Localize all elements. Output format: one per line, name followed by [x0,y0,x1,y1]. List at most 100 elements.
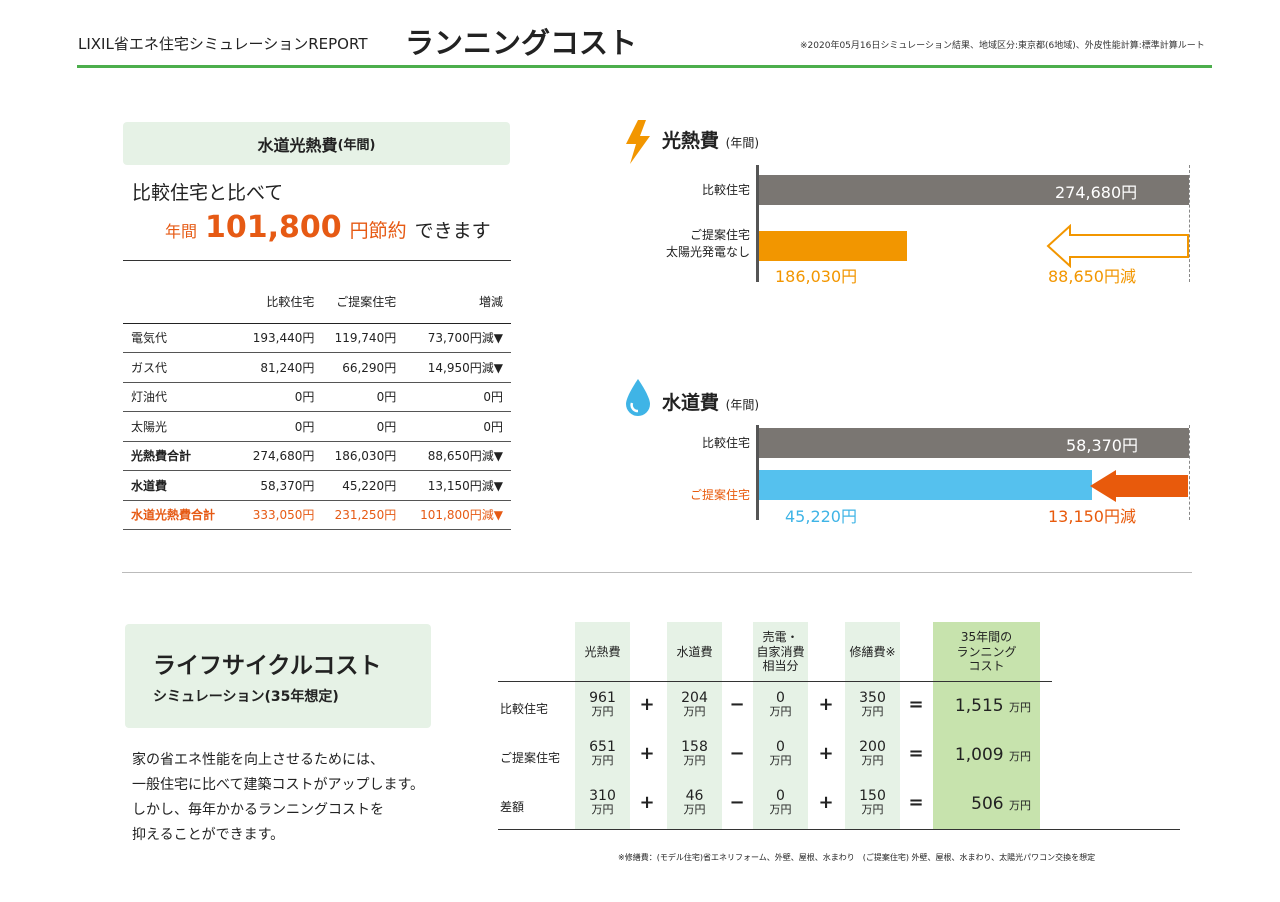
operator-sign: + [639,792,655,813]
row-label: 比較住宅 [500,702,549,716]
water-title-sub: (年間) [725,398,760,412]
cost-value: 200 [859,739,886,755]
operator-sign: + [818,694,834,715]
savings-unit: 円節約 [349,220,407,242]
energy-chart-title: 光熱費 (年間) [662,126,759,153]
total-unit: 万円 [1009,750,1031,763]
cost-unit: 万円 [591,803,614,817]
table-cell: 0円 [322,382,405,412]
cost-unit: 万円 [683,803,706,817]
cost-cell: 200 万円 [845,739,900,768]
column-header: 水道費 [676,644,713,659]
table-cell: 太陽光 [123,411,241,442]
total-unit: 万円 [1009,701,1031,714]
operator-sign: = [908,792,924,813]
savings-suffix: できます [414,220,491,242]
cost-value: 150 [859,788,886,804]
table-cell: 0円 [322,411,405,442]
energy-title-text: 光熱費 [662,130,720,152]
column-shade [667,622,722,830]
cost-unit: 万円 [683,754,706,768]
savings-year: 年間 [165,222,198,241]
operator-sign: + [639,694,655,715]
table-cell: 333,050円 [240,500,323,530]
table-cell: 101,800円減▼ [404,500,511,530]
summary-title: 水道光熱費 [257,135,338,155]
cost-unit: 万円 [861,803,884,817]
column-header: 修繕費※ [849,644,896,659]
table-cell: 0円 [404,411,511,442]
total-cell: 506 万円 [935,794,1031,814]
summary-subtitle: (年間) [337,138,376,153]
header-divider [77,65,1212,68]
cost-value: 0 [776,739,785,755]
cost-cell: 310 万円 [575,788,630,817]
total-unit: 万円 [1009,799,1031,812]
table-cell: 81,240円 [240,352,323,383]
table-cell: 231,250円 [322,500,405,530]
column-shade [575,622,630,830]
desc-line: 家の省エネ性能を向上させるためには、 [132,752,384,768]
cost-value: 310 [589,788,616,804]
cost-unit: 万円 [591,754,614,768]
total-value: 506 [971,794,1004,814]
water-chart-title: 水道費 (年間) [662,388,759,415]
table-cell: 光熱費合計 [123,441,241,471]
water-reduction-arrow-icon [1090,470,1188,502]
energy-compare-value: 274,680円 [1055,183,1138,202]
cost-value: 651 [589,739,616,755]
table-cell: ガス代 [123,352,241,383]
table-cell: 45,220円 [322,470,405,501]
summary-savings: 年間 101,800 円節約 できます [165,210,491,245]
energy-proposal-label-2: 太陽光発電なし [665,244,750,259]
col-header: 比較住宅 [240,280,323,324]
summary-lead: 比較住宅と比べて [132,182,284,204]
lifecycle-footnote: ※修繕費：(モデル住宅)省エネリフォーム、外壁、屋根、水まわり (ご提案住宅) … [618,853,1096,862]
water-reduction-value: 13,150円減 [1048,507,1136,526]
water-compare-label: 比較住宅 [701,436,750,450]
cost-unit: 万円 [861,754,884,768]
table-cell: 0円 [240,382,323,412]
water-ref-line [1189,425,1190,520]
summary-divider [123,260,511,261]
lifecycle-title-box: ライフサイクルコスト シミュレーション(35年想定) [125,624,431,728]
simulation-note: ※2020年05月16日シミュレーション結果、地域区分:東京都(6地域)、外皮性… [800,41,1205,51]
operator-sign: = [908,743,924,764]
energy-proposal-value: 186,030円 [775,267,858,286]
cost-cell: 204 万円 [667,690,722,719]
column-header: 売電・ 自家消費 相当分 [756,630,805,674]
water-drop-icon [626,379,650,416]
cost-cell: 0 万円 [753,690,808,719]
cost-unit: 万円 [591,705,614,719]
cost-value: 961 [589,690,616,706]
lifecycle-header-line [498,681,1052,682]
col-header: ご提案住宅 [322,280,405,324]
cost-cell: 46 万円 [667,788,722,817]
water-axis [756,425,759,520]
desc-line: 抑えることができます。 [132,827,285,843]
cost-unit: 万円 [861,705,884,719]
energy-reduction-arrow-icon [1046,224,1189,268]
desc-line: しかし、毎年かかるランニングコストを [132,802,384,818]
water-proposal-label: ご提案住宅 [689,488,750,502]
energy-proposal-bar [759,231,908,261]
operator-sign: − [729,694,745,715]
energy-compare-label: 比較住宅 [701,183,750,197]
table-row: 太陽光 0円 0円 0円 [123,411,511,442]
cost-value: 204 [681,690,708,706]
cost-cell: 150 万円 [845,788,900,817]
energy-ref-line [1189,165,1190,282]
energy-proposal-label: ご提案住宅 太陽光発電なし [640,227,750,261]
section-divider [122,572,1192,573]
lifecycle-title: ライフサイクルコスト [153,653,382,679]
row-label: ご提案住宅 [500,751,561,765]
table-cell: 58,370円 [240,470,323,501]
cost-unit: 万円 [769,803,792,817]
cost-value: 0 [776,788,785,804]
energy-axis [756,165,759,282]
table-row: 水道費 58,370円 45,220円 13,150円減▼ [123,470,511,501]
table-cell: 水道光熱費合計 [123,500,241,530]
water-compare-bar [759,428,1189,458]
total-cell: 1,515 万円 [935,696,1031,716]
operator-sign: − [729,743,745,764]
